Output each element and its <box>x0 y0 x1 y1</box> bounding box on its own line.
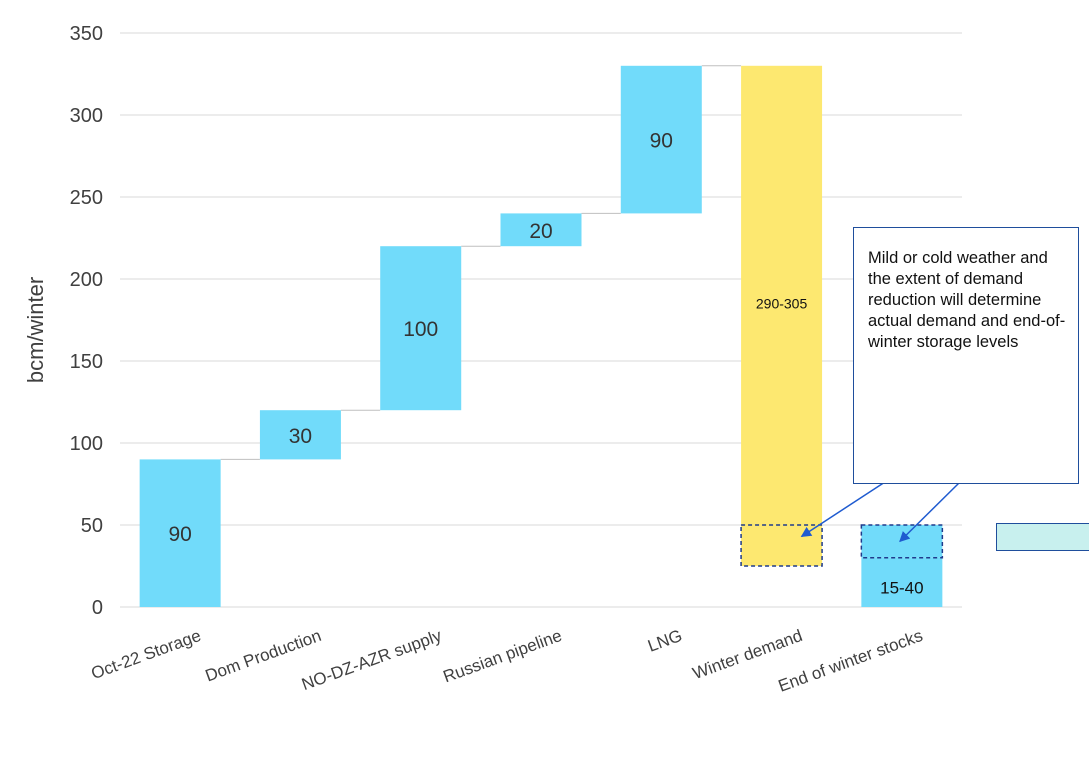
legend-swatch-box <box>996 523 1089 551</box>
callout-arrow-winter-demand <box>800 481 886 538</box>
range-box-end-of-winter-stocks <box>860 524 944 559</box>
gridlines <box>120 32 962 608</box>
data-label-dom-production: 30 <box>289 425 312 448</box>
y-tick-label-200: 200 <box>70 269 103 291</box>
data-label-winter-demand: 290-305 <box>756 296 808 312</box>
x-category-label-lng: LNG <box>645 626 684 656</box>
bar-dom-production <box>259 410 341 460</box>
bar-winter-demand <box>741 65 823 526</box>
data-label-lng: 90 <box>650 130 673 153</box>
y-tick-label-150: 150 <box>70 351 103 373</box>
bar-russian-pipeline <box>500 213 582 247</box>
bar-lng <box>620 65 702 214</box>
data-label-oct-22-storage: 90 <box>168 523 191 546</box>
y-tick-label-50: 50 <box>81 515 103 537</box>
bar-oct-22-storage <box>139 459 221 607</box>
data-label-russian-pipeline: 20 <box>529 220 552 243</box>
y-axis-ticks: 0 50 100 150 200 250 300 350 <box>70 23 103 619</box>
bars <box>139 65 943 607</box>
x-category-label-oct-22-storage: Oct-22 Storage <box>89 626 204 683</box>
data-label-no-dz-azr-supply: 100 <box>403 318 438 341</box>
callout-arrows <box>800 481 961 543</box>
y-tick-label-100: 100 <box>70 433 103 455</box>
y-axis-label: bcm/winter <box>23 277 48 383</box>
callout-arrow-end-of-winter-stocks <box>899 481 961 543</box>
connector-lines <box>220 65 742 460</box>
y-tick-label-350: 350 <box>70 23 103 45</box>
data-label-end-of-winter-stocks: 15-40 <box>880 578 923 597</box>
bar-end-of-winter-stocks <box>861 557 943 607</box>
annotation-callout: Mild or cold weather and the extent of d… <box>853 227 1079 484</box>
y-tick-label-0: 0 <box>92 597 103 619</box>
bar-no-dz-azr-supply <box>380 246 462 411</box>
y-tick-label-250: 250 <box>70 187 103 209</box>
x-category-label-russian-pipeline: Russian pipeline <box>441 626 565 687</box>
data-labels: 90 30 100 20 90 290-305 15-40 <box>168 130 923 598</box>
y-tick-label-300: 300 <box>70 105 103 127</box>
